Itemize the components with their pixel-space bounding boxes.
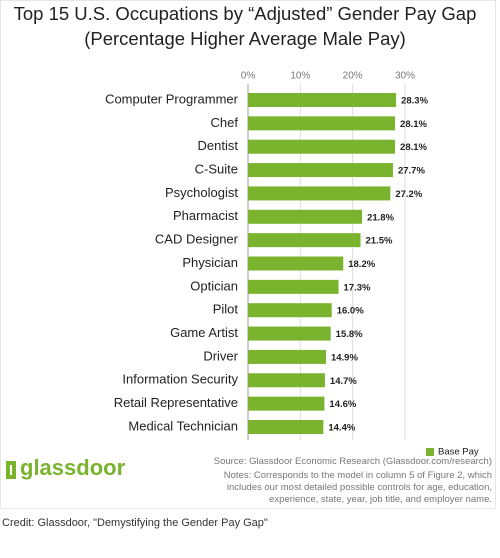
bar [248, 279, 339, 294]
y-tick-label: CAD Designer [155, 232, 239, 247]
bar [248, 326, 331, 341]
bar [248, 163, 393, 178]
bar [248, 303, 332, 318]
y-tick-label: Pilot [213, 302, 239, 317]
y-tick-label: Retail Representative [114, 395, 238, 410]
y-tick-label: C-Suite [195, 162, 238, 177]
bar [248, 116, 396, 131]
bar [248, 373, 325, 388]
notes: Notes: Corresponds to the model in colum… [223, 470, 492, 505]
value-label: 21.5% [366, 236, 393, 247]
value-label: 28.1% [400, 119, 427, 130]
value-label: 14.9% [331, 352, 358, 363]
chart-title: Top 15 U.S. Occupations by “Adjusted” Ge… [14, 3, 477, 24]
bar [248, 186, 391, 201]
y-tick-label: Information Security [122, 372, 238, 387]
frame [0, 0, 496, 509]
legend-label: Base Pay [438, 447, 479, 458]
value-label: 15.8% [336, 329, 363, 340]
value-label: 14.4% [328, 423, 355, 434]
y-tick-label: Optician [190, 278, 238, 293]
bar [248, 233, 361, 248]
logo-text: glassdoor [20, 455, 126, 480]
bar [248, 396, 325, 411]
x-tick-label: 0% [241, 71, 256, 82]
bar [248, 93, 397, 107]
value-label: 27.2% [395, 189, 422, 200]
value-label: 17.3% [344, 282, 371, 293]
value-label: 14.6% [329, 399, 356, 410]
bar [248, 349, 326, 364]
source-note: Source: Glassdoor Economic Research (Gla… [213, 456, 492, 467]
bar [248, 420, 324, 434]
x-tick-label: 20% [343, 71, 363, 82]
value-label: 16.0% [337, 306, 364, 317]
bar [248, 209, 363, 224]
y-tick-label: Computer Programmer [105, 91, 239, 106]
legend-swatch [426, 448, 434, 456]
value-label: 28.3% [401, 96, 428, 107]
y-tick-label: Physician [182, 255, 238, 270]
y-tick-label: Dentist [198, 138, 239, 153]
value-label: 27.7% [398, 166, 425, 177]
logo-icon [6, 461, 16, 479]
bar [248, 256, 344, 271]
y-tick-label: Chef [211, 115, 239, 130]
y-tick-label: Medical Technician [128, 418, 238, 433]
chart-subtitle: (Percentage Higher Average Male Pay) [84, 28, 406, 49]
bar [248, 139, 396, 154]
y-tick-label: Psychologist [165, 185, 238, 200]
value-label: 28.1% [400, 142, 427, 153]
x-tick-label: 10% [290, 71, 310, 82]
y-tick-label: Driver [203, 348, 238, 363]
credit: Credit: Glassdoor, "Demystifying the Gen… [2, 517, 268, 529]
y-tick-label: Game Artist [170, 325, 238, 340]
value-label: 21.8% [367, 212, 394, 223]
value-label: 14.7% [330, 376, 357, 387]
value-label: 18.2% [348, 259, 375, 270]
x-tick-label: 30% [395, 71, 415, 82]
y-tick-label: Pharmacist [173, 208, 238, 223]
